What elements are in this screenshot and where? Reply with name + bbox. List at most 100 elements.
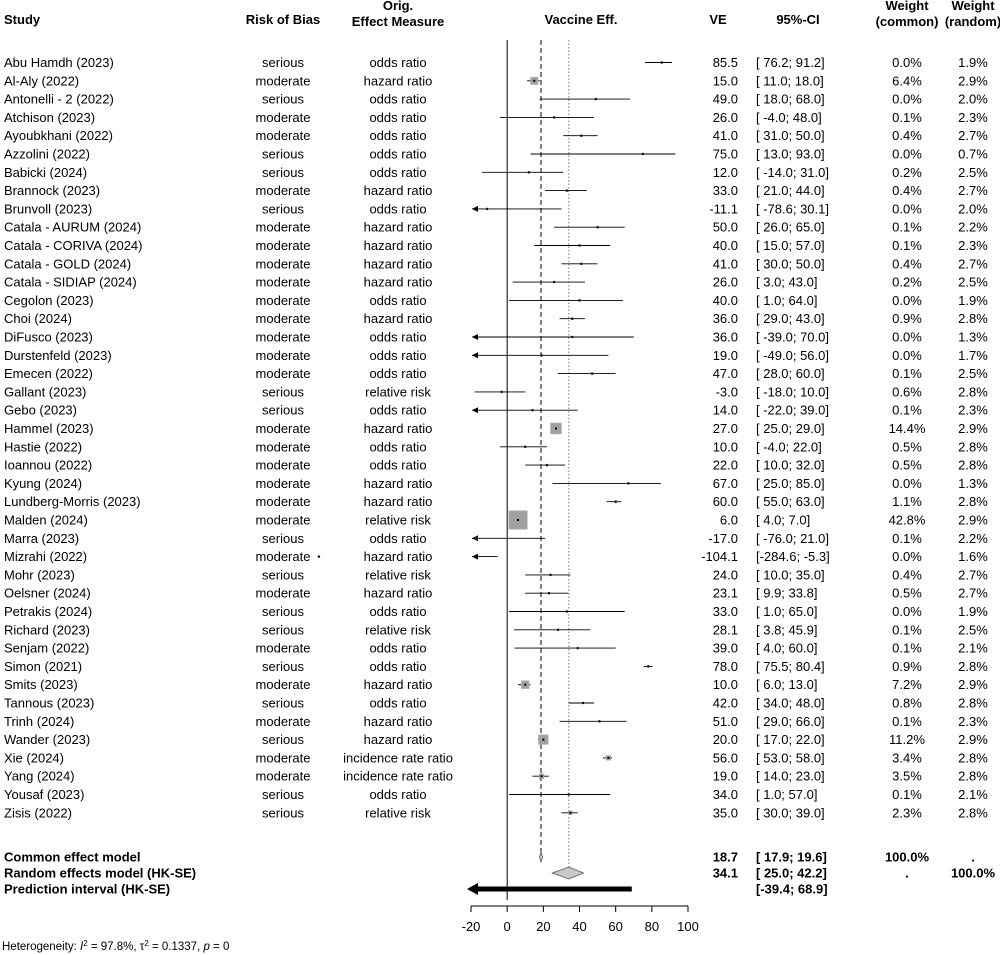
study-point — [614, 500, 617, 503]
risk-of-bias: serious — [262, 696, 304, 711]
weight-common: 3.4% — [892, 750, 922, 765]
ci-value: [ 18.0; 68.0] — [756, 92, 825, 107]
effect-measure: hazard ratio — [364, 677, 433, 692]
study-name: Malden (2024) — [4, 513, 88, 528]
study-name: Azzolini (2022) — [4, 147, 90, 162]
weight-common: 14.4% — [889, 421, 926, 436]
weight-random: 2.8% — [958, 750, 988, 765]
study-name: Hastie (2022) — [4, 439, 82, 454]
ve-value: 40.0 — [713, 293, 738, 308]
weight-random: 2.8% — [958, 311, 988, 326]
risk-of-bias: serious — [262, 659, 304, 674]
study-point — [578, 299, 581, 302]
risk-of-bias: moderate — [256, 183, 311, 198]
ve-value: 10.0 — [713, 439, 738, 454]
weight-common: 11.2% — [889, 732, 925, 747]
risk-of-bias: serious — [262, 201, 304, 216]
study-name: Babicki (2024) — [4, 165, 87, 180]
weight-random: 0.7% — [958, 147, 988, 162]
x-tick-label: 80 — [645, 919, 659, 934]
ci-value: [ 1.0; 57.0] — [756, 787, 817, 802]
weight-random: 2.7% — [958, 128, 988, 143]
ve-value: 19.0 — [713, 769, 738, 784]
effect-measure: relative risk — [365, 622, 431, 637]
ci-value: [ 3.0; 43.0] — [756, 275, 817, 290]
weight-random: 2.2% — [958, 531, 988, 546]
weight-random: 1.6% — [958, 549, 988, 564]
study-point — [578, 244, 581, 247]
weight-random: 2.0% — [958, 92, 988, 107]
ci-value: [ -49.0; 56.0] — [756, 348, 829, 363]
ve-value: -17.0 — [708, 531, 738, 546]
study-name: Catala - SIDIAP (2024) — [4, 275, 137, 290]
study-point — [591, 372, 594, 375]
weight-common: 0.0% — [892, 549, 922, 564]
effect-measure: odds ratio — [369, 403, 426, 418]
weight-random: 2.9% — [958, 677, 988, 692]
weight-common: 1.1% — [892, 494, 922, 509]
risk-of-bias: moderate — [256, 311, 311, 326]
ve-value: 41.0 — [713, 128, 738, 143]
header-ci: 95%-CI — [776, 12, 819, 27]
summary-label: Prediction interval (HK-SE) — [4, 882, 170, 897]
risk-of-bias: moderate — [256, 677, 311, 692]
ci-value: [ 28.0; 60.0] — [756, 366, 825, 381]
risk-of-bias: moderate — [256, 275, 311, 290]
weight-random: 2.9% — [958, 421, 988, 436]
study-name: Atchison (2023) — [4, 110, 95, 125]
effect-measure: hazard ratio — [364, 549, 433, 564]
study-point — [317, 555, 320, 558]
weight-random: 2.3% — [958, 714, 988, 729]
header-weight-random-line2: (random) — [945, 14, 1000, 29]
ve-value: 56.0 — [713, 750, 738, 765]
risk-of-bias: moderate — [256, 549, 311, 564]
effect-measure: relative risk — [365, 384, 431, 399]
header-ve: VE — [709, 12, 727, 27]
weight-random: 2.1% — [958, 787, 988, 802]
risk-of-bias: moderate — [256, 769, 311, 784]
ci-value: [ 1.0; 65.0] — [756, 604, 817, 619]
effect-measure: odds ratio — [369, 55, 426, 70]
ve-value: 14.0 — [713, 403, 738, 418]
ve-value: 26.0 — [713, 110, 738, 125]
ve-value: 33.0 — [713, 604, 738, 619]
risk-of-bias: moderate — [256, 73, 311, 88]
ve-value: -3.0 — [716, 384, 738, 399]
ve-value: 15.0 — [713, 73, 738, 88]
weight-common: 0.0% — [892, 147, 922, 162]
ve-value: 47.0 — [713, 366, 738, 381]
ve-value: 35.0 — [713, 805, 738, 820]
header-study: Study — [4, 12, 41, 27]
risk-of-bias: serious — [262, 403, 304, 418]
ve-value: 60.0 — [713, 494, 738, 509]
study-point — [571, 317, 574, 320]
effect-measure: odds ratio — [369, 366, 426, 381]
effect-measure: hazard ratio — [364, 476, 433, 491]
ci-value: [ 15.0; 57.0] — [756, 238, 825, 253]
ci-value: [ 17.0; 22.0] — [756, 732, 825, 747]
weight-common: 0.5% — [892, 458, 922, 473]
weight-random: 2.2% — [958, 220, 988, 235]
common-diamond — [539, 850, 544, 864]
study-name: Richard (2023) — [4, 622, 90, 637]
ci-value: [-284.6; -5.3] — [756, 549, 830, 564]
weight-random: 2.3% — [958, 110, 988, 125]
ci-value: [ 14.0; 23.0] — [756, 769, 825, 784]
ci-value: [ 13.0; 93.0] — [756, 147, 825, 162]
risk-of-bias: moderate — [256, 714, 311, 729]
effect-measure: odds ratio — [369, 531, 426, 546]
risk-of-bias: serious — [262, 92, 304, 107]
ci-value: [ 10.0; 32.0] — [756, 458, 825, 473]
risk-of-bias: moderate — [256, 256, 311, 271]
weight-common: 0.1% — [892, 403, 922, 418]
study-point — [486, 207, 489, 210]
effect-measure: odds ratio — [369, 330, 426, 345]
ci-value: [ 10.0; 35.0] — [756, 567, 825, 582]
weight-common: 0.4% — [892, 128, 922, 143]
ve-value: 10.0 — [713, 677, 738, 692]
risk-of-bias: moderate — [256, 128, 311, 143]
summary-ci: [ 25.0; 42.2] — [756, 866, 827, 881]
weight-common: 0.9% — [892, 659, 922, 674]
ve-value: 49.0 — [713, 92, 738, 107]
